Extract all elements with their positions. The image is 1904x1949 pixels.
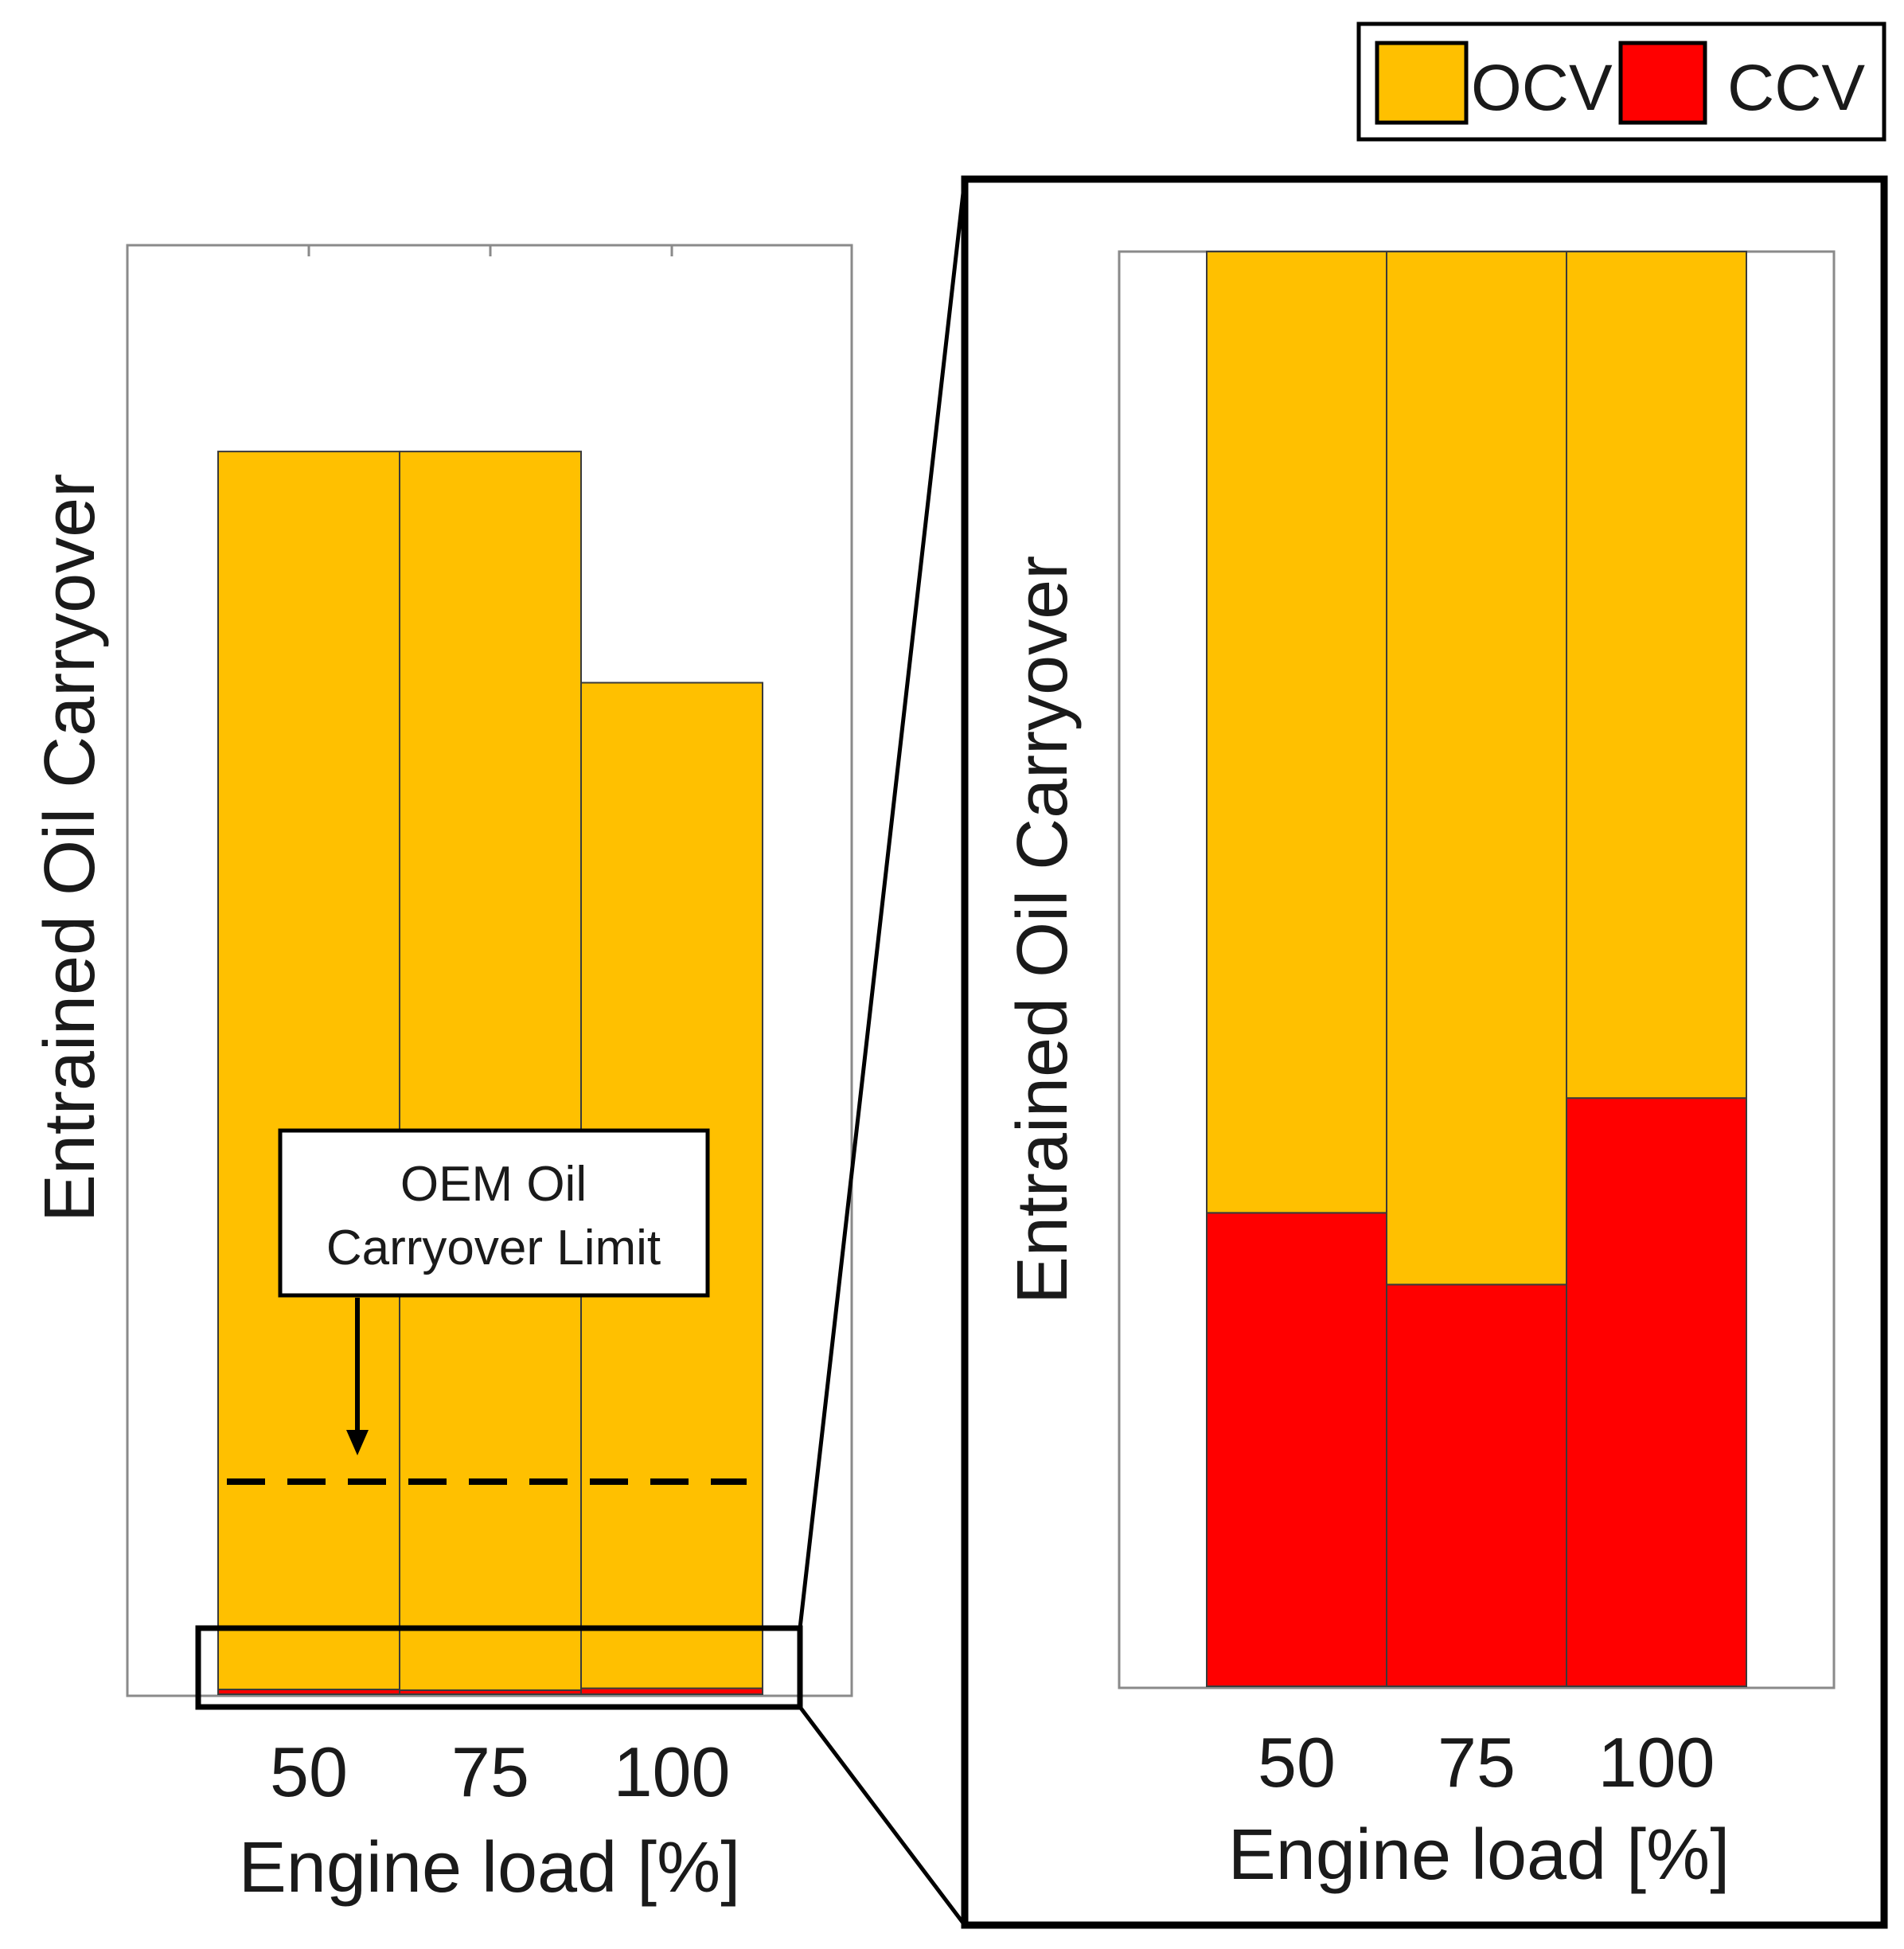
legend-swatch-ocv — [1375, 41, 1469, 125]
x-tick-label-100: 100 — [614, 1732, 731, 1811]
zoom-connector-bottom — [798, 1705, 966, 1927]
x-tick-label-75: 75 — [451, 1732, 529, 1811]
zoom-connector-top — [798, 178, 967, 1629]
oem-limit-arrow-head — [346, 1430, 369, 1455]
bar-ccv-75 — [1386, 1283, 1567, 1687]
chart-zoomed: 50 75 100 Engine load [%] Entrained Oil Ca… — [961, 175, 1888, 1929]
bar-ccv-100 — [580, 1687, 763, 1696]
x-axis-label-full: Engine load [%] — [239, 1828, 740, 1908]
chart-full: OEM Oil Carryover Limit 50 75 100 Engine l… — [30, 244, 853, 1908]
zoom-selection-box — [195, 1625, 803, 1710]
oem-limit-annotation-line1: OEM Oil — [400, 1157, 587, 1212]
bar-ccv-100 — [1566, 1097, 1747, 1688]
legend-label-ccv: CCV — [1727, 52, 1865, 124]
bar-ocv-75 — [1386, 251, 1567, 1286]
bars-zoomed — [1206, 251, 1747, 1688]
legend-swatch-ccv — [1618, 41, 1707, 125]
oem-limit-annotation-box — [278, 1128, 710, 1298]
legend-label-ocv: OCV — [1471, 52, 1613, 124]
bar-ccv-50 — [1206, 1212, 1387, 1687]
x-tick-label-75: 75 — [1438, 1723, 1516, 1802]
x-ticks-zoomed: 50 75 100 — [1258, 1723, 1715, 1802]
y-axis-label-zoomed: Entrained Oil Carryover — [1003, 556, 1083, 1304]
legend: OCV CCV — [1356, 21, 1886, 142]
bar-ocv-50 — [217, 451, 400, 1691]
x-axis-label-zoomed: Engine load [%] — [1228, 1815, 1730, 1895]
x-tick-label-100: 100 — [1598, 1723, 1715, 1802]
bar-ocv-75 — [399, 451, 582, 1691]
bar-ocv-100 — [1566, 251, 1747, 1099]
x-tick-label-50: 50 — [270, 1732, 348, 1811]
x-ticks-full: 50 75 100 — [270, 1732, 730, 1811]
x-tick-label-50: 50 — [1258, 1723, 1336, 1802]
top-ticks-full — [307, 245, 673, 256]
y-axis-label-full: Entrained Oil Carryover — [30, 474, 110, 1222]
bar-ocv-50 — [1206, 251, 1387, 1214]
oem-limit-annotation-line2: Carryover Limit — [326, 1221, 661, 1275]
